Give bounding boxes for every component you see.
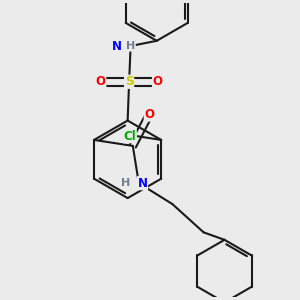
Text: O: O — [144, 108, 154, 121]
Text: O: O — [96, 75, 106, 88]
Text: H: H — [126, 41, 135, 51]
Text: S: S — [124, 75, 134, 88]
Text: N: N — [112, 40, 122, 52]
Text: N: N — [137, 177, 148, 190]
Text: Cl: Cl — [124, 130, 136, 143]
Text: O: O — [152, 75, 163, 88]
Text: H: H — [121, 178, 130, 188]
